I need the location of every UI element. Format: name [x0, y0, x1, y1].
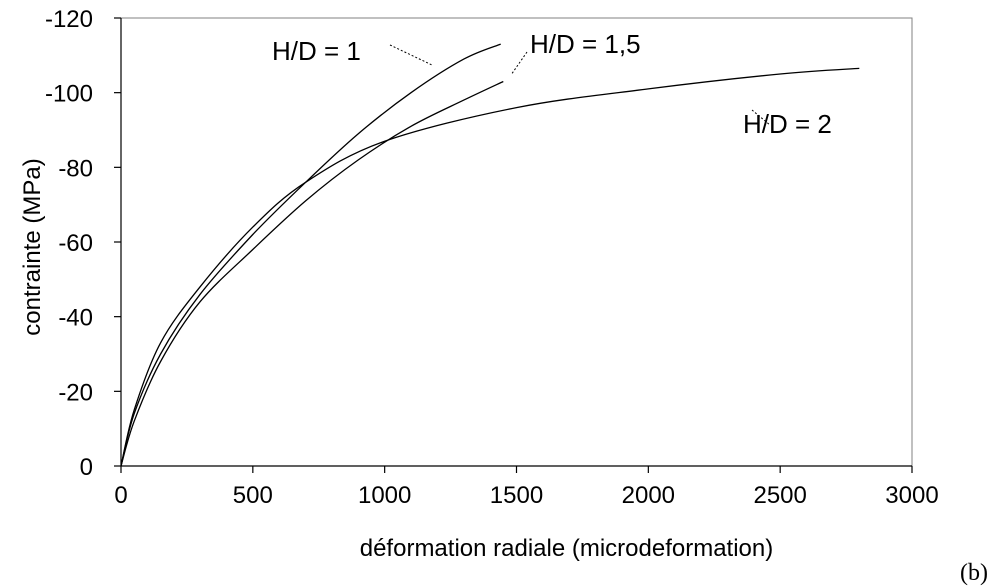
plot-area: 0 500 1000 1500 2000 2500 3000 0 -20 -40 -60 -80 -10… [19, 6, 939, 562]
x-tick-label: 0 [114, 482, 127, 509]
series-line-1 [120, 43, 501, 467]
x-axis-title: déformation radiale (microdeformation) [360, 535, 774, 562]
series-line-2 [120, 80, 504, 467]
plot-frame [120, 17, 913, 467]
y-tick-label: -60 [58, 230, 93, 257]
series-leader-1 [389, 44, 433, 66]
y-tick-label: -80 [58, 155, 93, 182]
series-leader-2 [510, 51, 528, 76]
x-tick-label: 3000 [885, 482, 938, 509]
panel-label: (b) [960, 560, 988, 586]
series-line-3 [120, 67, 860, 467]
y-axis-title: contrainte (MPa) [19, 158, 46, 335]
y-tick-label: -100 [45, 81, 93, 108]
x-tick-label: 1500 [490, 482, 543, 509]
series-label-2: H/D = 1,5 [530, 29, 641, 59]
series-label-1: H/D = 1 [272, 36, 361, 66]
x-tick-label: 500 [233, 482, 273, 509]
y-tick-label: 0 [80, 454, 93, 481]
x-tick-label: 2000 [622, 482, 675, 509]
x-tick-label: 2500 [753, 482, 806, 509]
y-tick-label: -120 [45, 6, 93, 33]
y-tick-label: -40 [58, 305, 93, 332]
x-tick-label: 1000 [358, 482, 411, 509]
series-label-3: H/D = 2 [743, 109, 832, 139]
y-tick-label: -20 [58, 379, 93, 406]
